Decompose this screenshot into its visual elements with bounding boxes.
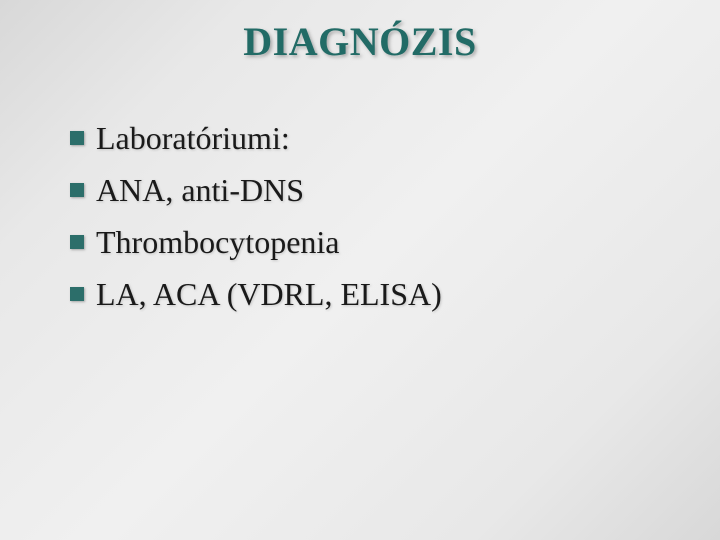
list-item: ANA, anti-DNS	[70, 167, 650, 213]
list-item: Laboratóriumi:	[70, 115, 650, 161]
bullet-text: Thrombocytopenia	[96, 224, 339, 261]
square-bullet-icon	[70, 183, 84, 197]
list-item: LA, ACA (VDRL, ELISA)	[70, 271, 650, 317]
square-bullet-icon	[70, 131, 84, 145]
bullet-list: Laboratóriumi: ANA, anti-DNS Thrombocyto…	[70, 115, 650, 323]
bullet-text: ANA, anti-DNS	[96, 172, 304, 209]
square-bullet-icon	[70, 287, 84, 301]
slide-title: DIAGNÓZIS	[0, 0, 720, 65]
square-bullet-icon	[70, 235, 84, 249]
slide: DIAGNÓZIS Laboratóriumi: ANA, anti-DNS T…	[0, 0, 720, 540]
bullet-text: Laboratóriumi:	[96, 120, 290, 157]
list-item: Thrombocytopenia	[70, 219, 650, 265]
bullet-text: LA, ACA (VDRL, ELISA)	[96, 276, 442, 313]
